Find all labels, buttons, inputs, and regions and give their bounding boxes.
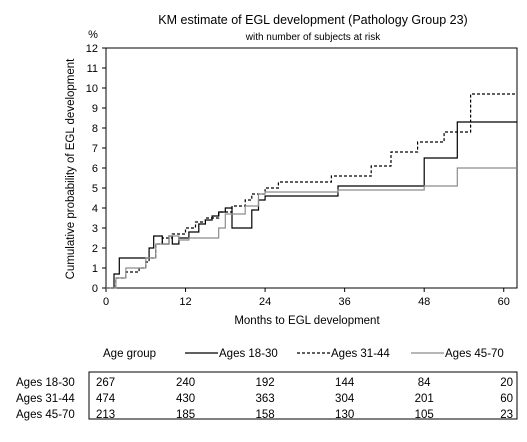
- y-tick-label: 7: [92, 143, 98, 155]
- at-risk-row-label: Ages 45-70: [16, 409, 75, 421]
- at-risk-cell: 267: [96, 377, 115, 389]
- at-risk-cell: 60: [500, 393, 513, 405]
- at-risk-cell: 20: [500, 377, 513, 389]
- y-tick-label: 6: [92, 163, 98, 175]
- at-risk-cell: 363: [256, 393, 275, 405]
- y-tick-label: 9: [92, 103, 98, 115]
- x-tick-label: 48: [418, 296, 430, 308]
- y-tick-label: 5: [92, 183, 98, 195]
- at-risk-cell: 105: [415, 409, 434, 421]
- y-tick-label: 4: [92, 203, 98, 215]
- at-risk-cell: 158: [256, 409, 275, 421]
- x-tick-label: 24: [259, 296, 271, 308]
- x-tick-label: 36: [339, 296, 351, 308]
- at-risk-cell: 304: [335, 393, 355, 405]
- at-risk-cell: 130: [335, 409, 354, 421]
- at-risk-cell: 23: [500, 409, 513, 421]
- at-risk-cell: 213: [96, 409, 115, 421]
- x-tick-label: 12: [179, 296, 191, 308]
- legend-title: Age group: [103, 348, 156, 360]
- km-curve-1: [106, 121, 517, 289]
- at-risk-row-label: Ages 31-44: [16, 393, 75, 405]
- at-risk-cell: 84: [418, 377, 431, 389]
- y-tick-label: 3: [92, 223, 98, 235]
- at-risk-cell: 144: [335, 377, 355, 389]
- x-axis-label: Months to EGL development: [234, 315, 380, 327]
- legend-label-3: Ages 45-70: [445, 348, 504, 360]
- at-risk-cell: 201: [415, 393, 434, 405]
- y-tick-label: 1: [92, 263, 98, 275]
- km-curve-2: [106, 93, 517, 289]
- y-tick-label: 12: [86, 43, 98, 55]
- legend-label-2: Ages 31-44: [331, 348, 390, 360]
- y-tick-label: 8: [92, 123, 98, 135]
- y-tick-label: 11: [87, 63, 98, 75]
- y-tick-label: 2: [92, 243, 98, 255]
- at-risk-cell: 192: [256, 377, 275, 389]
- at-risk-row-label: Ages 18-30: [16, 377, 75, 389]
- y-tick-label: 0: [92, 283, 98, 295]
- at-risk-cell: 430: [176, 393, 195, 405]
- at-risk-cell: 240: [176, 377, 195, 389]
- x-tick-label: 0: [103, 296, 109, 308]
- y-unit-label: %: [88, 29, 98, 41]
- x-tick-label: 60: [498, 296, 510, 308]
- at-risk-table-frame: [88, 371, 518, 420]
- y-axis-label: Cumulative probability of EGL developmen…: [65, 58, 77, 280]
- at-risk-cell: 185: [176, 409, 195, 421]
- legend-label-1: Ages 18-30: [219, 348, 278, 360]
- chart-subtitle: with number of subjects at risk: [245, 32, 381, 43]
- km-curve-3: [106, 167, 517, 289]
- at-risk-cell: 474: [96, 393, 116, 405]
- chart-title: KM estimate of EGL development (Patholog…: [158, 13, 467, 27]
- plot-frame: [105, 47, 518, 289]
- y-tick-label: 10: [86, 83, 98, 95]
